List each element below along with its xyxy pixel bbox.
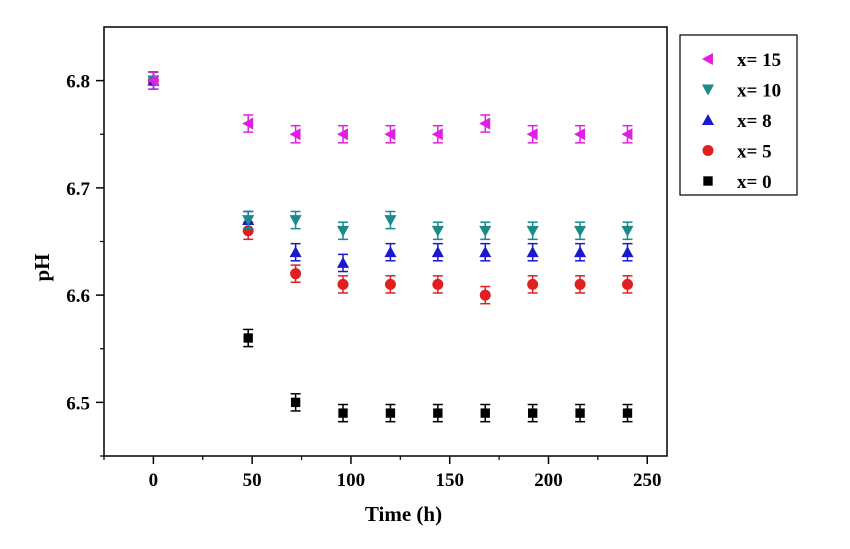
- data-point: [289, 215, 302, 227]
- data-point: [479, 289, 491, 301]
- data-point: [622, 408, 633, 418]
- legend-marker: [701, 113, 715, 125]
- y-tick-label: 6.7: [66, 179, 90, 200]
- data-point: [574, 278, 586, 290]
- data-point: [479, 225, 492, 237]
- data-point: [336, 256, 350, 268]
- data-point: [336, 225, 350, 237]
- x-tick-label: 50: [243, 470, 262, 491]
- series-x-5: [147, 71, 633, 305]
- data-point: [385, 408, 396, 418]
- x-tick-label: 150: [435, 470, 464, 491]
- y-axis-title: pH: [30, 253, 54, 281]
- data-point: [621, 278, 633, 290]
- legend-label: x= 15: [737, 50, 781, 71]
- data-point: [384, 278, 396, 290]
- data-point: [431, 246, 444, 258]
- data-point: [289, 246, 302, 258]
- legend: x= 15 x= 10 x= 8 x= 5 x= 0: [679, 34, 798, 196]
- data-point: [147, 74, 159, 87]
- x-axis-title: Time (h): [365, 502, 442, 526]
- data-point: [526, 128, 538, 141]
- data-point: [384, 128, 396, 141]
- series-x-0: [148, 71, 633, 423]
- legend-box: [679, 34, 798, 196]
- data-point: [526, 246, 539, 258]
- data-point: [527, 278, 539, 290]
- data-point: [621, 128, 633, 141]
- data-point: [336, 128, 348, 141]
- data-point: [290, 397, 301, 408]
- data-point: [289, 128, 301, 141]
- data-point: [574, 246, 587, 258]
- legend-label: x= 0: [737, 172, 772, 193]
- data-point: [338, 408, 348, 418]
- x-tick-label: 200: [534, 470, 563, 491]
- data-point: [432, 278, 444, 290]
- data-point: [480, 408, 490, 418]
- series-x-8: [147, 71, 634, 273]
- axes: 0 50 100 150 200 250 6.5 6.6 6.7 6.8: [66, 26, 668, 491]
- plot-frame: [103, 26, 668, 457]
- y-tick-label: 6.5: [66, 393, 90, 414]
- series-x-10: [147, 71, 634, 241]
- legend-marker: [703, 176, 713, 186]
- data-point: [290, 268, 302, 280]
- legend-marker: [701, 84, 715, 96]
- y-tick-label: 6.6: [66, 286, 90, 307]
- data-point: [621, 246, 634, 258]
- x-tick-label: 250: [633, 470, 662, 491]
- data-point: [526, 225, 539, 237]
- y-tick-label: 6.8: [66, 72, 90, 93]
- plot-area: [147, 71, 634, 423]
- legend-marker: [702, 145, 714, 156]
- data-point: [243, 333, 253, 343]
- data-point: [479, 117, 491, 130]
- legend-marker: [701, 52, 713, 66]
- x-tick-label: 0: [149, 470, 159, 491]
- data-point: [384, 246, 397, 258]
- data-point: [242, 117, 254, 130]
- x-tick-label: 100: [337, 470, 366, 491]
- data-point: [433, 408, 443, 418]
- data-point: [527, 408, 538, 418]
- data-point: [431, 225, 444, 237]
- series-x-15: [147, 71, 633, 144]
- legend-label: x= 10: [737, 81, 781, 102]
- legend-label: x= 8: [737, 111, 772, 132]
- data-point: [431, 128, 443, 141]
- data-point: [575, 408, 585, 418]
- data-point: [242, 215, 255, 227]
- data-point: [574, 225, 587, 237]
- data-point: [621, 225, 634, 237]
- legend-label: x= 5: [737, 142, 772, 163]
- data-point: [384, 215, 397, 227]
- data-point: [574, 128, 586, 141]
- data-point: [479, 246, 492, 258]
- data-point: [337, 278, 349, 290]
